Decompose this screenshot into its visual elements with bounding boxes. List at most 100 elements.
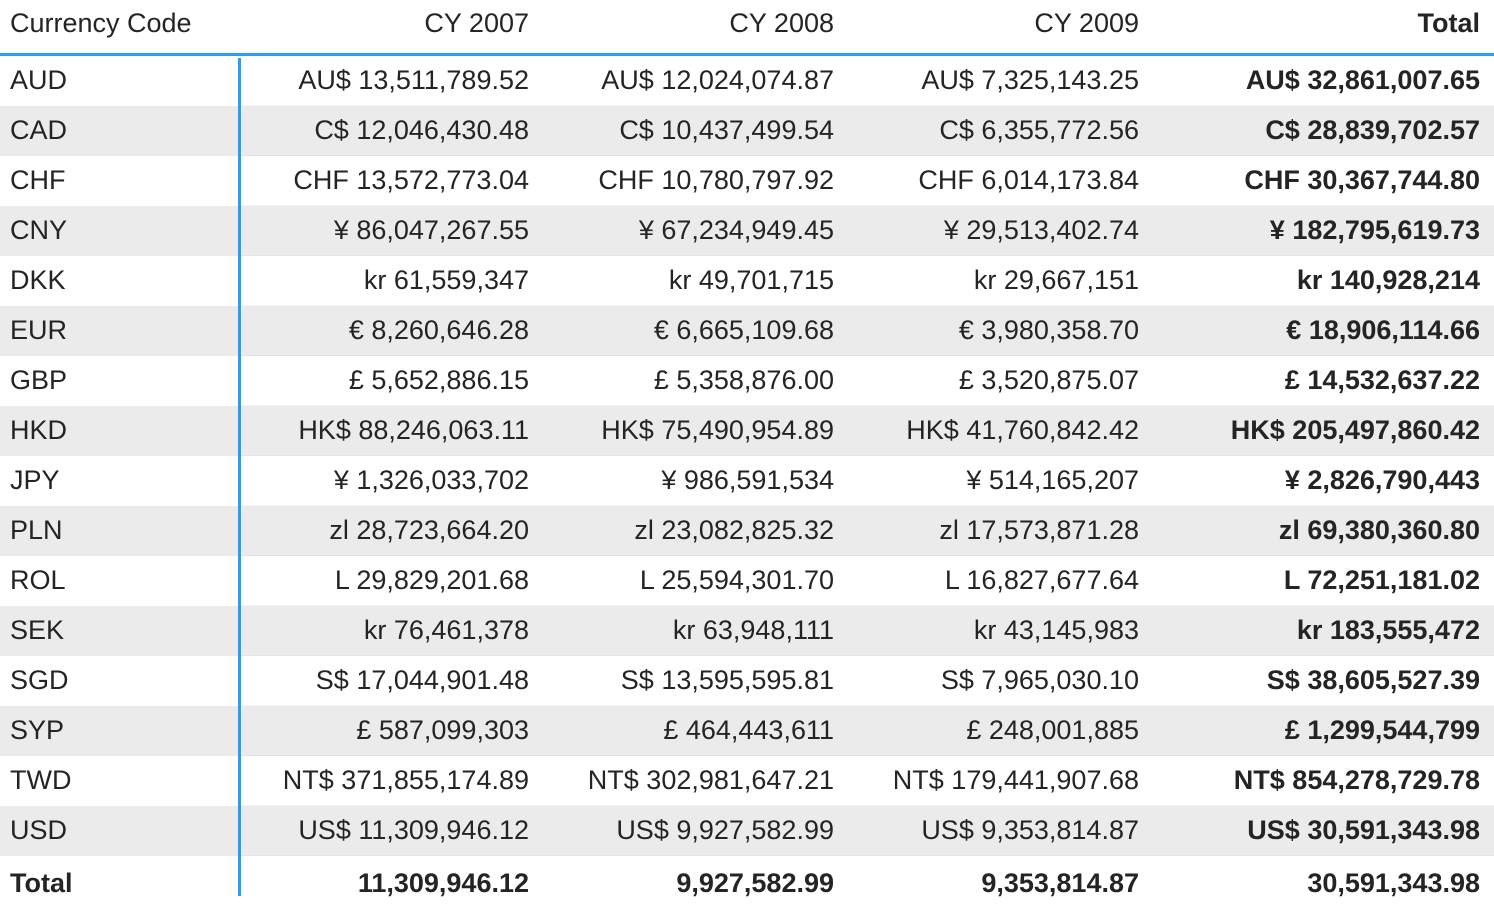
table-row[interactable]: JPY ¥ 1,326,033,702 ¥ 986,591,534 ¥ 514,…	[0, 456, 1494, 506]
cell-total: C$ 28,839,702.57	[1153, 106, 1494, 156]
table-row[interactable]: EUR € 8,260,646.28 € 6,665,109.68 € 3,98…	[0, 306, 1494, 356]
column-header-cy-2007[interactable]: CY 2007	[238, 0, 543, 55]
cell-cy-2007: £ 587,099,303	[238, 706, 543, 756]
cell-cy-2008: S$ 13,595,595.81	[543, 656, 848, 706]
table-row[interactable]: SGD S$ 17,044,901.48 S$ 13,595,595.81 S$…	[0, 656, 1494, 706]
cell-cy-2009: £ 248,001,885	[848, 706, 1153, 756]
table-row[interactable]: DKK kr 61,559,347 kr 49,701,715 kr 29,66…	[0, 256, 1494, 306]
cell-total: AU$ 32,861,007.65	[1153, 55, 1494, 106]
row-header-cell: CHF	[0, 156, 238, 206]
cell-cy-2009: AU$ 7,325,143.25	[848, 55, 1153, 106]
header-row: Currency Code CY 2007 CY 2008 CY 2009 To…	[0, 0, 1494, 55]
cell-cy-2008: AU$ 12,024,074.87	[543, 55, 848, 106]
cell-cy-2009: £ 3,520,875.07	[848, 356, 1153, 406]
cell-total: £ 1,299,544,799	[1153, 706, 1494, 756]
cell-total: kr 140,928,214	[1153, 256, 1494, 306]
row-header-cell: SEK	[0, 606, 238, 656]
table-row[interactable]: USD US$ 11,309,946.12 US$ 9,927,582.99 U…	[0, 806, 1494, 856]
grand-total-cy-2008: 9,927,582.99	[543, 856, 848, 910]
table-header: Currency Code CY 2007 CY 2008 CY 2009 To…	[0, 0, 1494, 55]
row-header-cell: PLN	[0, 506, 238, 556]
table-row[interactable]: SYP £ 587,099,303 £ 464,443,611 £ 248,00…	[0, 706, 1494, 756]
cell-cy-2007: € 8,260,646.28	[238, 306, 543, 356]
cell-total: CHF 30,367,744.80	[1153, 156, 1494, 206]
table-row[interactable]: HKD HK$ 88,246,063.11 HK$ 75,490,954.89 …	[0, 406, 1494, 456]
table-row[interactable]: PLN zl 28,723,664.20 zl 23,082,825.32 zl…	[0, 506, 1494, 556]
row-header-cell: CNY	[0, 206, 238, 256]
cell-total: zl 69,380,360.80	[1153, 506, 1494, 556]
cell-cy-2007: CHF 13,572,773.04	[238, 156, 543, 206]
row-header-cell: EUR	[0, 306, 238, 356]
column-header-cy-2009[interactable]: CY 2009	[848, 0, 1153, 55]
cell-total: ¥ 2,826,790,443	[1153, 456, 1494, 506]
cell-cy-2009: L 16,827,677.64	[848, 556, 1153, 606]
table-row[interactable]: TWD NT$ 371,855,174.89 NT$ 302,981,647.2…	[0, 756, 1494, 806]
cell-total: S$ 38,605,527.39	[1153, 656, 1494, 706]
table-body: AUD AU$ 13,511,789.52 AU$ 12,024,074.87 …	[0, 55, 1494, 910]
cell-cy-2008: NT$ 302,981,647.21	[543, 756, 848, 806]
cell-cy-2007: zl 28,723,664.20	[238, 506, 543, 556]
row-header-cell: GBP	[0, 356, 238, 406]
table-row[interactable]: SEK kr 76,461,378 kr 63,948,111 kr 43,14…	[0, 606, 1494, 656]
table-row[interactable]: ROL L 29,829,201.68 L 25,594,301.70 L 16…	[0, 556, 1494, 606]
cell-total: NT$ 854,278,729.78	[1153, 756, 1494, 806]
cell-cy-2009: C$ 6,355,772.56	[848, 106, 1153, 156]
cell-total: kr 183,555,472	[1153, 606, 1494, 656]
cell-cy-2007: S$ 17,044,901.48	[238, 656, 543, 706]
row-header-cell: AUD	[0, 55, 238, 106]
column-header-cy-2008[interactable]: CY 2008	[543, 0, 848, 55]
column-header-total[interactable]: Total	[1153, 0, 1494, 55]
row-header-cell: CAD	[0, 106, 238, 156]
grand-total-total: 30,591,343.98	[1153, 856, 1494, 910]
cell-cy-2007: US$ 11,309,946.12	[238, 806, 543, 856]
cell-cy-2007: kr 61,559,347	[238, 256, 543, 306]
row-header-cell: ROL	[0, 556, 238, 606]
row-header-cell: TWD	[0, 756, 238, 806]
grand-total-label: Total	[0, 856, 238, 910]
cell-cy-2009: kr 29,667,151	[848, 256, 1153, 306]
grand-total-row[interactable]: Total 11,309,946.12 9,927,582.99 9,353,8…	[0, 856, 1494, 910]
cell-cy-2007: AU$ 13,511,789.52	[238, 55, 543, 106]
cell-cy-2009: € 3,980,358.70	[848, 306, 1153, 356]
cell-cy-2007: kr 76,461,378	[238, 606, 543, 656]
cell-cy-2009: HK$ 41,760,842.42	[848, 406, 1153, 456]
cell-cy-2008: L 25,594,301.70	[543, 556, 848, 606]
table-row[interactable]: GBP £ 5,652,886.15 £ 5,358,876.00 £ 3,52…	[0, 356, 1494, 406]
cell-cy-2008: € 6,665,109.68	[543, 306, 848, 356]
row-header-cell: DKK	[0, 256, 238, 306]
cell-cy-2007: HK$ 88,246,063.11	[238, 406, 543, 456]
cell-cy-2007: NT$ 371,855,174.89	[238, 756, 543, 806]
cell-total: US$ 30,591,343.98	[1153, 806, 1494, 856]
cell-cy-2009: US$ 9,353,814.87	[848, 806, 1153, 856]
cell-cy-2008: ¥ 986,591,534	[543, 456, 848, 506]
cell-cy-2008: £ 5,358,876.00	[543, 356, 848, 406]
cell-total: L 72,251,181.02	[1153, 556, 1494, 606]
cell-cy-2009: kr 43,145,983	[848, 606, 1153, 656]
grand-total-cy-2009: 9,353,814.87	[848, 856, 1153, 910]
row-header-cell: HKD	[0, 406, 238, 456]
cell-cy-2007: L 29,829,201.68	[238, 556, 543, 606]
cell-total: HK$ 205,497,860.42	[1153, 406, 1494, 456]
cell-cy-2007: C$ 12,046,430.48	[238, 106, 543, 156]
cell-cy-2007: ¥ 86,047,267.55	[238, 206, 543, 256]
cell-cy-2008: kr 63,948,111	[543, 606, 848, 656]
cell-cy-2008: zl 23,082,825.32	[543, 506, 848, 556]
table-row[interactable]: CNY ¥ 86,047,267.55 ¥ 67,234,949.45 ¥ 29…	[0, 206, 1494, 256]
table-row[interactable]: CAD C$ 12,046,430.48 C$ 10,437,499.54 C$…	[0, 106, 1494, 156]
cell-cy-2008: C$ 10,437,499.54	[543, 106, 848, 156]
cell-total: ¥ 182,795,619.73	[1153, 206, 1494, 256]
grand-total-cy-2007: 11,309,946.12	[238, 856, 543, 910]
cell-cy-2008: CHF 10,780,797.92	[543, 156, 848, 206]
cell-cy-2009: S$ 7,965,030.10	[848, 656, 1153, 706]
table-row[interactable]: CHF CHF 13,572,773.04 CHF 10,780,797.92 …	[0, 156, 1494, 206]
cell-cy-2008: HK$ 75,490,954.89	[543, 406, 848, 456]
table-row[interactable]: AUD AU$ 13,511,789.52 AU$ 12,024,074.87 …	[0, 55, 1494, 106]
cell-cy-2009: NT$ 179,441,907.68	[848, 756, 1153, 806]
cell-cy-2009: ¥ 514,165,207	[848, 456, 1153, 506]
row-header-cell: SYP	[0, 706, 238, 756]
row-header-cell: JPY	[0, 456, 238, 506]
cell-cy-2008: kr 49,701,715	[543, 256, 848, 306]
column-header-currency-code[interactable]: Currency Code	[0, 0, 238, 55]
row-header-cell: SGD	[0, 656, 238, 706]
